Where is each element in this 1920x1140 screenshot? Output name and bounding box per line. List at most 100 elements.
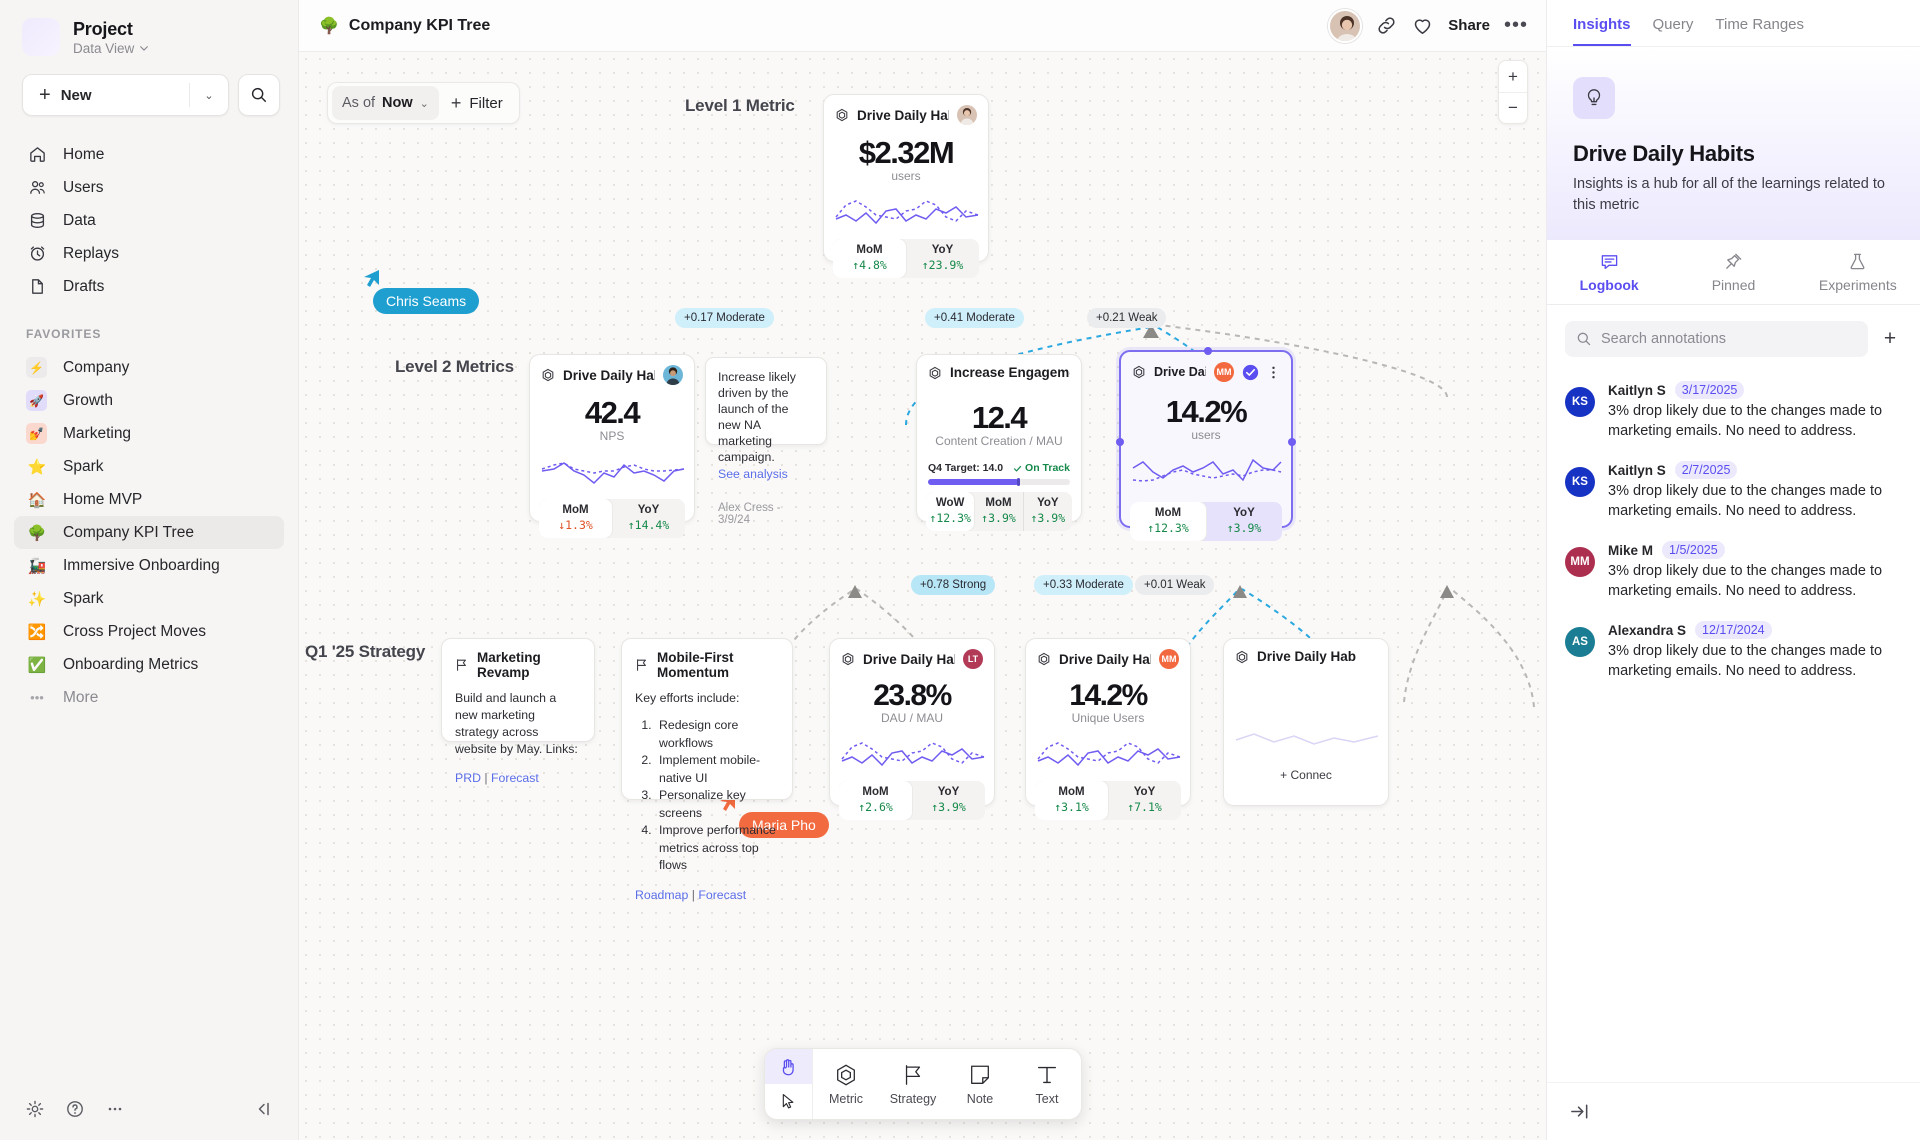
sidebar-item-immersive-onboarding[interactable]: 🚂 Immersive Onboarding [14, 549, 284, 582]
stat-yoy[interactable]: YoY ↑3.9% [1206, 502, 1282, 541]
avatar: MM [1565, 547, 1595, 577]
brand-subtitle[interactable]: Data View [73, 41, 149, 56]
connect-button[interactable]: + Connec [1280, 768, 1332, 782]
sidebar-item-onboarding-metrics[interactable]: ✅ Onboarding Metrics [14, 648, 284, 681]
sidebar-item-spark[interactable]: ⭐ Spark [14, 450, 284, 483]
stat-yoy[interactable]: YoY ↑23.9% [906, 239, 979, 278]
sidebar-item-data[interactable]: Data [14, 204, 284, 237]
see-analysis-link[interactable]: See analysis [718, 467, 788, 481]
sidebar-item-growth[interactable]: 🚀 Growth [14, 384, 284, 417]
resize-handle-top[interactable] [1204, 347, 1212, 355]
tool-text[interactable]: Text [1014, 1049, 1081, 1119]
sidebar-item-label: More [63, 688, 99, 706]
brand[interactable]: Project Data View [0, 0, 298, 66]
kebab-menu-icon[interactable] [1267, 365, 1280, 380]
forecast-link[interactable]: Forecast [698, 887, 747, 902]
sidebar-item-home-mvp[interactable]: 🏠 Home MVP [14, 483, 284, 516]
help-circle-icon[interactable] [58, 1092, 92, 1126]
sidebar-item-more[interactable]: ••• More [14, 681, 284, 714]
collaborator-badge[interactable]: MM [1159, 649, 1179, 669]
nav-list: Home Users Data Replays [0, 116, 298, 303]
sidebar-item-users[interactable]: Users [14, 171, 284, 204]
annotation-item[interactable]: KS Kaitlyn S 2/7/2025 3% drop likely due… [1547, 447, 1920, 527]
strategy-card-marketing-revamp[interactable]: Marketing Revamp Build and launch a new … [441, 638, 595, 785]
metric-card-dau[interactable]: Drive Daily Habbits LT 23.8% DAU / MAU M… [829, 638, 995, 820]
metric-card-nps[interactable]: Drive Daily Habbits 42.4 NPS MoM ↓1.3% Y… [529, 354, 695, 538]
asof-selector[interactable]: As of Now ⌄ [332, 86, 439, 120]
sidebar-item-drafts[interactable]: Drafts [14, 270, 284, 303]
tab-query[interactable]: Query [1652, 16, 1694, 33]
roadmap-link[interactable]: Roadmap [635, 887, 689, 902]
sidebar-item-home[interactable]: Home [14, 138, 284, 171]
tool-note[interactable]: Note [947, 1049, 1014, 1119]
collapse-panel-icon[interactable] [246, 1092, 280, 1126]
stat-yoy[interactable]: YoY ↑14.4% [612, 499, 685, 538]
card-value: 14.2% [1165, 394, 1248, 429]
search-button[interactable] [238, 74, 280, 116]
share-button[interactable]: Share [1448, 17, 1490, 34]
subtab-pinned[interactable]: Pinned [1671, 240, 1795, 304]
collapse-right-icon[interactable] [1569, 1101, 1590, 1122]
metric-card-unique-users[interactable]: Drive Daily Habbits MM 14.2% Unique User… [1025, 638, 1191, 820]
metric-card-l1[interactable]: Drive Daily Habbits $2.32M users MoM ↑4.… [823, 94, 989, 278]
strategy-card-mobile-first-momentum[interactable]: Mobile-First Momentum Key efforts includ… [621, 638, 793, 902]
annotation-item[interactable]: AS Alexandra S 12/17/2024 3% drop likely… [1547, 607, 1920, 687]
stat-yoy[interactable]: YoY ↑3.9% [1022, 492, 1072, 531]
heart-icon[interactable] [1411, 14, 1434, 37]
filter-button[interactable]: + Filter [443, 93, 519, 114]
tab-insights[interactable]: Insights [1573, 16, 1631, 46]
stat-mom[interactable]: MoM ↑3.1% [1035, 781, 1108, 820]
annotation-item[interactable]: MM Mike M 1/5/2025 3% drop likely due to… [1547, 527, 1920, 607]
hand-tool-icon[interactable] [764, 1049, 812, 1084]
stat-yoy[interactable]: YoY ↑7.1% [1108, 781, 1181, 820]
annotation-note-card[interactable]: Increase likely driven by the launch of … [705, 357, 827, 526]
new-button[interactable]: + New ⌄ [22, 74, 229, 116]
verified-check-icon[interactable] [1242, 364, 1259, 381]
stat-yoy[interactable]: YoY ↑3.9% [912, 781, 985, 820]
tab-time-ranges[interactable]: Time Ranges [1715, 16, 1805, 33]
tool-strategy[interactable]: Strategy [880, 1049, 947, 1119]
sidebar-item-marketing[interactable]: 💅 Marketing [14, 417, 284, 450]
sidebar-item-spark-2[interactable]: ✨ Spark [14, 582, 284, 615]
sidebar-item-company[interactable]: ⚡ Company [14, 351, 284, 384]
gear-icon[interactable] [18, 1092, 52, 1126]
resize-handle-left[interactable] [1116, 438, 1124, 446]
search-annotations-input[interactable]: Search annotations [1565, 321, 1868, 357]
stats-row: WoW ↑12.3% MoM ↑3.9% YoY ↑3.9% [926, 492, 1072, 531]
prd-link[interactable]: PRD [455, 771, 481, 785]
annotation-item[interactable]: KS Kaitlyn S 3/17/2025 3% drop likely du… [1547, 367, 1920, 447]
stat-mom[interactable]: MoM ↓1.3% [539, 499, 612, 538]
sidebar: Project Data View + New ⌄ [0, 0, 299, 1140]
avatar[interactable] [663, 365, 683, 385]
sidebar-item-cross-project-moves[interactable]: 🔀 Cross Project Moves [14, 615, 284, 648]
stat-mom[interactable]: MoM ↑2.6% [839, 781, 912, 820]
add-annotation-button[interactable]: + [1883, 327, 1897, 350]
pointer-tool-icon[interactable] [765, 1084, 812, 1119]
sidebar-item-replays[interactable]: Replays [14, 237, 284, 270]
collaborator-badge[interactable]: MM [1214, 362, 1234, 382]
avatar[interactable] [957, 105, 977, 125]
stat-mom[interactable]: MoM ↑3.9% [974, 492, 1022, 531]
metric-card-engagement[interactable]: Increase Engagement 12.4 Content Creatio… [916, 354, 1082, 531]
subtab-experiments[interactable]: Experiments [1796, 240, 1920, 304]
tool-metric[interactable]: Metric [813, 1049, 880, 1119]
resize-handle-right[interactable] [1288, 438, 1296, 446]
collaborator-badge[interactable]: LT [963, 649, 983, 669]
stat-wow[interactable]: WoW ↑12.3% [926, 492, 975, 531]
metric-card-selected[interactable]: Drive Daily Habb.. MM 14.2% users MoM ↑1… [1116, 347, 1296, 541]
link-icon[interactable] [1376, 15, 1397, 36]
avatar[interactable] [1328, 8, 1363, 43]
kpi-canvas[interactable]: As of Now ⌄ + Filter + − Level 1 Metric … [299, 52, 1546, 1140]
sidebar-item-company-kpi-tree[interactable]: 🌳 Company KPI Tree [14, 516, 284, 549]
stat-mom[interactable]: MoM ↑4.8% [833, 239, 906, 278]
subtab-logbook[interactable]: Logbook [1547, 240, 1671, 304]
more-options-icon[interactable]: ••• [1503, 14, 1528, 36]
stat-mom[interactable]: MoM ↑12.3% [1130, 502, 1206, 541]
ellipsis-icon[interactable] [98, 1092, 132, 1126]
chevron-down-icon[interactable]: ⌄ [204, 89, 214, 102]
zoom-out-button[interactable]: − [1499, 92, 1527, 123]
zoom-in-button[interactable]: + [1508, 66, 1518, 86]
sidebar-item-label: Company KPI Tree [63, 523, 194, 541]
metric-card-partial[interactable]: Drive Daily Hab + Connec [1223, 638, 1389, 806]
forecast-link[interactable]: Forecast [491, 771, 539, 785]
